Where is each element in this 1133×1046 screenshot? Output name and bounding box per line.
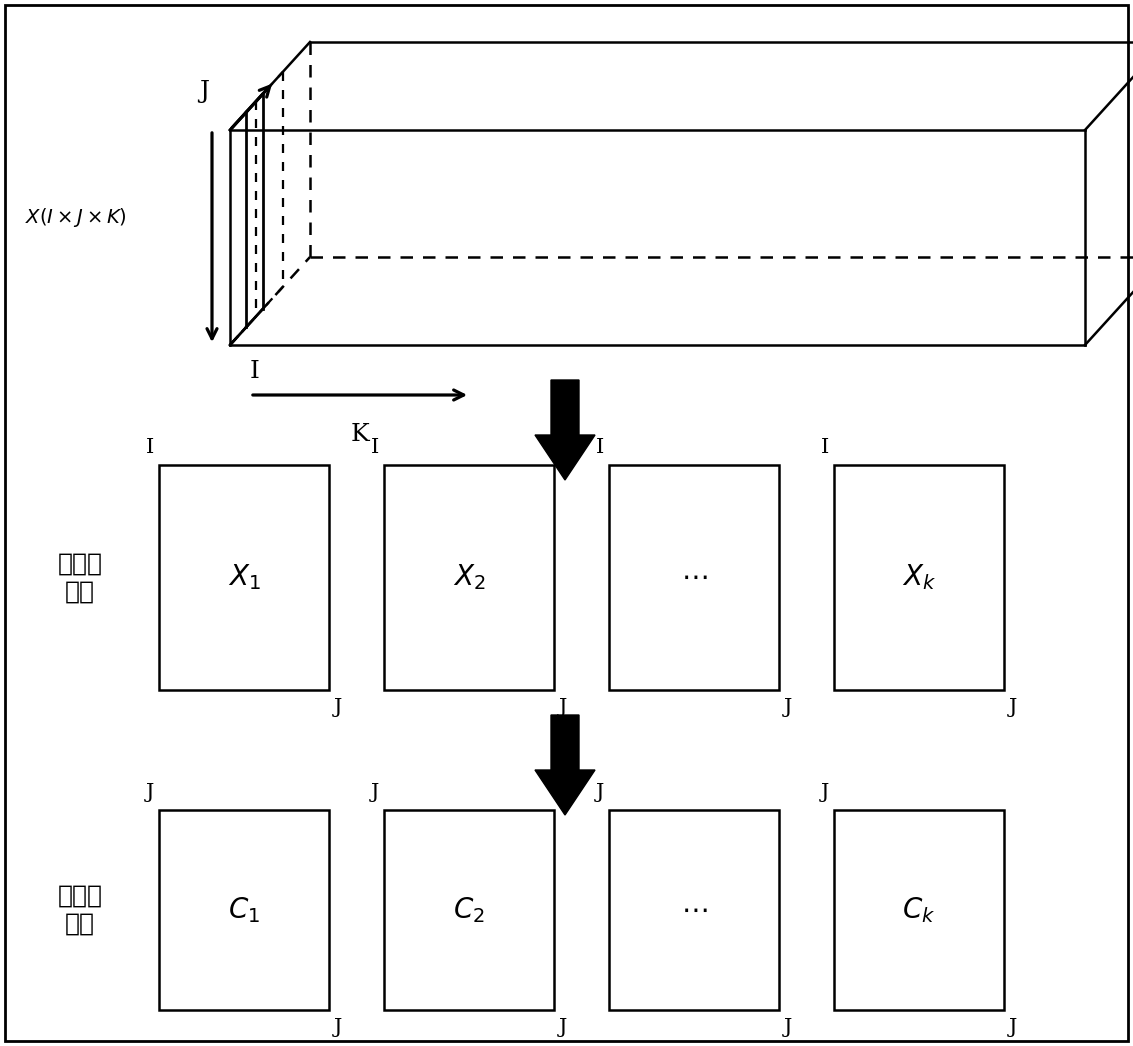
Text: J: J — [820, 783, 829, 802]
Text: J: J — [1010, 1018, 1017, 1037]
Text: J: J — [334, 698, 342, 717]
Text: $C_k$: $C_k$ — [902, 895, 936, 925]
Bar — [159, 810, 329, 1010]
FancyArrow shape — [535, 715, 595, 815]
Text: J: J — [1010, 698, 1017, 717]
Bar — [159, 465, 329, 690]
Bar — [384, 810, 554, 1010]
Text: $X_1$: $X_1$ — [228, 563, 261, 592]
Bar — [610, 810, 780, 1010]
Text: J: J — [784, 1018, 792, 1037]
Bar — [834, 810, 1004, 1010]
Text: J: J — [559, 698, 568, 717]
FancyArrow shape — [535, 380, 595, 480]
Text: $X_k$: $X_k$ — [902, 563, 936, 592]
Text: 协方差
矩阵: 协方差 矩阵 — [58, 884, 102, 936]
Text: $\cdots$: $\cdots$ — [681, 896, 707, 924]
Text: J: J — [199, 81, 208, 104]
Bar — [610, 465, 780, 690]
Text: I: I — [250, 360, 259, 383]
Text: J: J — [146, 783, 154, 802]
Text: J: J — [370, 783, 380, 802]
Text: $C_1$: $C_1$ — [228, 895, 259, 925]
Bar — [834, 465, 1004, 690]
Text: $\cdots$: $\cdots$ — [681, 564, 707, 591]
Bar — [384, 465, 554, 690]
Text: 时间片
矩阵: 时间片 矩阵 — [58, 551, 102, 604]
Text: J: J — [596, 783, 604, 802]
Text: J: J — [334, 1018, 342, 1037]
Text: I: I — [370, 438, 380, 457]
Text: K: K — [350, 423, 369, 446]
Text: $C_2$: $C_2$ — [453, 895, 485, 925]
Text: J: J — [784, 698, 792, 717]
Text: J: J — [559, 1018, 568, 1037]
Text: I: I — [820, 438, 829, 457]
Text: $X(I\times J\times K)$: $X(I\times J\times K)$ — [25, 206, 127, 229]
Text: I: I — [596, 438, 604, 457]
Text: $X_2$: $X_2$ — [453, 563, 485, 592]
Text: I: I — [146, 438, 154, 457]
